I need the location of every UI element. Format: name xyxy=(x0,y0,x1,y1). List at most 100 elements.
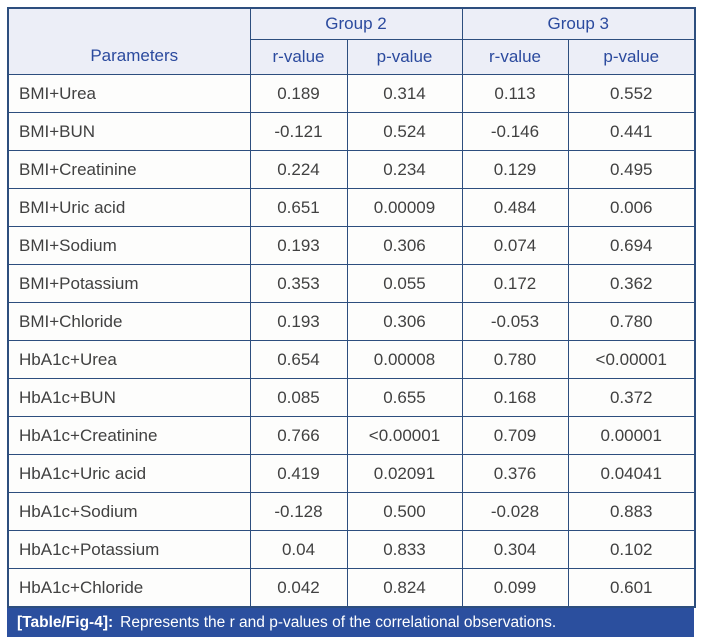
g3-p-cell: <0.00001 xyxy=(567,340,696,379)
g2-r-cell: 0.085 xyxy=(249,378,348,417)
table-row: BMI+BUN -0.121 0.524 -0.146 0.441 xyxy=(7,112,696,151)
group-header-row: Parameters Group 2 Group 3 xyxy=(7,7,696,75)
g2-r-cell: 0.651 xyxy=(249,188,348,227)
g3-p-value-header: p-value xyxy=(567,39,696,75)
table-caption: [Table/Fig-4]: Represents the r and p-va… xyxy=(7,608,694,637)
param-cell: HbA1c+BUN xyxy=(7,378,251,417)
param-cell: BMI+Sodium xyxy=(7,226,251,265)
g2-p-cell: 0.306 xyxy=(346,226,463,265)
g3-r-value-header: r-value xyxy=(461,39,569,75)
g3-r-cell: 0.172 xyxy=(461,264,569,303)
table-header: Parameters Group 2 Group 3 r-value p-val… xyxy=(7,7,696,75)
table-row: HbA1c+Urea 0.654 0.00008 0.780 <0.00001 xyxy=(7,340,696,379)
column-header-row: r-value p-value r-value p-value xyxy=(8,39,696,75)
param-cell: HbA1c+Chloride xyxy=(7,568,251,608)
g2-r-cell: -0.121 xyxy=(249,112,348,151)
group2-header: Group 2 xyxy=(249,7,463,40)
caption-text: Represents the r and p-values of the cor… xyxy=(120,613,557,631)
g3-p-cell: 0.006 xyxy=(567,188,696,227)
table-body: BMI+Urea 0.189 0.314 0.113 0.552 BMI+BUN… xyxy=(7,74,696,608)
param-cell: BMI+Chloride xyxy=(7,302,251,341)
g2-p-cell: 0.00008 xyxy=(346,340,463,379)
caption-label: [Table/Fig-4]: xyxy=(17,613,114,631)
g3-r-cell: 0.780 xyxy=(461,340,569,379)
table-row: HbA1c+Chloride 0.042 0.824 0.099 0.601 xyxy=(7,568,696,608)
table-row: BMI+Creatinine 0.224 0.234 0.129 0.495 xyxy=(7,150,696,189)
g3-p-cell: 0.102 xyxy=(567,530,696,569)
g2-p-cell: 0.02091 xyxy=(346,454,463,493)
table-row: BMI+Uric acid 0.651 0.00009 0.484 0.006 xyxy=(7,188,696,227)
g2-p-value-header: p-value xyxy=(346,39,463,75)
g2-r-value-header: r-value xyxy=(249,39,348,75)
table-row: BMI+Potassium 0.353 0.055 0.172 0.362 xyxy=(7,264,696,303)
table-row: HbA1c+Creatinine 0.766 <0.00001 0.709 0.… xyxy=(7,416,696,455)
page: Parameters Group 2 Group 3 r-value p-val… xyxy=(7,7,696,637)
g2-r-cell: 0.224 xyxy=(249,150,348,189)
g3-r-cell: 0.168 xyxy=(461,378,569,417)
param-cell: HbA1c+Creatinine xyxy=(7,416,251,455)
param-cell: HbA1c+Urea xyxy=(7,340,251,379)
parameters-header: Parameters xyxy=(7,7,251,75)
g2-p-cell: 0.655 xyxy=(346,378,463,417)
g2-p-cell: 0.234 xyxy=(346,150,463,189)
g3-r-cell: 0.304 xyxy=(461,530,569,569)
g3-r-cell: 0.376 xyxy=(461,454,569,493)
g3-p-cell: 0.495 xyxy=(567,150,696,189)
g3-p-cell: 0.552 xyxy=(567,74,696,113)
g2-p-cell: 0.314 xyxy=(346,74,463,113)
g2-p-cell: <0.00001 xyxy=(346,416,463,455)
g3-p-cell: 0.362 xyxy=(567,264,696,303)
g3-p-cell: 0.694 xyxy=(567,226,696,265)
param-cell: HbA1c+Uric acid xyxy=(7,454,251,493)
g2-r-cell: 0.766 xyxy=(249,416,348,455)
g3-p-cell: 0.00001 xyxy=(567,416,696,455)
param-cell: BMI+BUN xyxy=(7,112,251,151)
g3-r-cell: -0.028 xyxy=(461,492,569,531)
correlation-table: Parameters Group 2 Group 3 r-value p-val… xyxy=(7,7,696,608)
g3-r-cell: 0.113 xyxy=(461,74,569,113)
g2-r-cell: 0.419 xyxy=(249,454,348,493)
g3-p-cell: 0.441 xyxy=(567,112,696,151)
g3-r-cell: 0.129 xyxy=(461,150,569,189)
g2-r-cell: 0.654 xyxy=(249,340,348,379)
g2-r-cell: 0.193 xyxy=(249,302,348,341)
g3-p-cell: 0.780 xyxy=(567,302,696,341)
g3-p-cell: 0.04041 xyxy=(567,454,696,493)
param-cell: BMI+Urea xyxy=(7,74,251,113)
param-cell: HbA1c+Potassium xyxy=(7,530,251,569)
g2-r-cell: -0.128 xyxy=(249,492,348,531)
g2-p-cell: 0.00009 xyxy=(346,188,463,227)
group3-header: Group 3 xyxy=(461,7,696,40)
g2-r-cell: 0.042 xyxy=(249,568,348,608)
table-row: BMI+Urea 0.189 0.314 0.113 0.552 xyxy=(7,74,696,113)
g3-r-cell: -0.053 xyxy=(461,302,569,341)
g2-r-cell: 0.353 xyxy=(249,264,348,303)
param-cell: HbA1c+Sodium xyxy=(7,492,251,531)
g3-p-cell: 0.601 xyxy=(567,568,696,608)
g2-p-cell: 0.500 xyxy=(346,492,463,531)
g2-p-cell: 0.055 xyxy=(346,264,463,303)
table-row: HbA1c+Potassium 0.04 0.833 0.304 0.102 xyxy=(7,530,696,569)
param-cell: BMI+Creatinine xyxy=(7,150,251,189)
g3-p-cell: 0.883 xyxy=(567,492,696,531)
g2-p-cell: 0.306 xyxy=(346,302,463,341)
table-row: HbA1c+Uric acid 0.419 0.02091 0.376 0.04… xyxy=(7,454,696,493)
g3-r-cell: 0.074 xyxy=(461,226,569,265)
param-cell: BMI+Uric acid xyxy=(7,188,251,227)
g3-r-cell: -0.146 xyxy=(461,112,569,151)
g2-r-cell: 0.193 xyxy=(249,226,348,265)
g2-p-cell: 0.833 xyxy=(346,530,463,569)
g3-r-cell: 0.709 xyxy=(461,416,569,455)
g2-r-cell: 0.189 xyxy=(249,74,348,113)
table-row: BMI+Sodium 0.193 0.306 0.074 0.694 xyxy=(7,226,696,265)
param-cell: BMI+Potassium xyxy=(7,264,251,303)
table-row: HbA1c+BUN 0.085 0.655 0.168 0.372 xyxy=(7,378,696,417)
g2-p-cell: 0.524 xyxy=(346,112,463,151)
table-row: HbA1c+Sodium -0.128 0.500 -0.028 0.883 xyxy=(7,492,696,531)
g3-r-cell: 0.099 xyxy=(461,568,569,608)
g3-r-cell: 0.484 xyxy=(461,188,569,227)
g2-r-cell: 0.04 xyxy=(249,530,348,569)
g2-p-cell: 0.824 xyxy=(346,568,463,608)
table-row: BMI+Chloride 0.193 0.306 -0.053 0.780 xyxy=(7,302,696,341)
g3-p-cell: 0.372 xyxy=(567,378,696,417)
